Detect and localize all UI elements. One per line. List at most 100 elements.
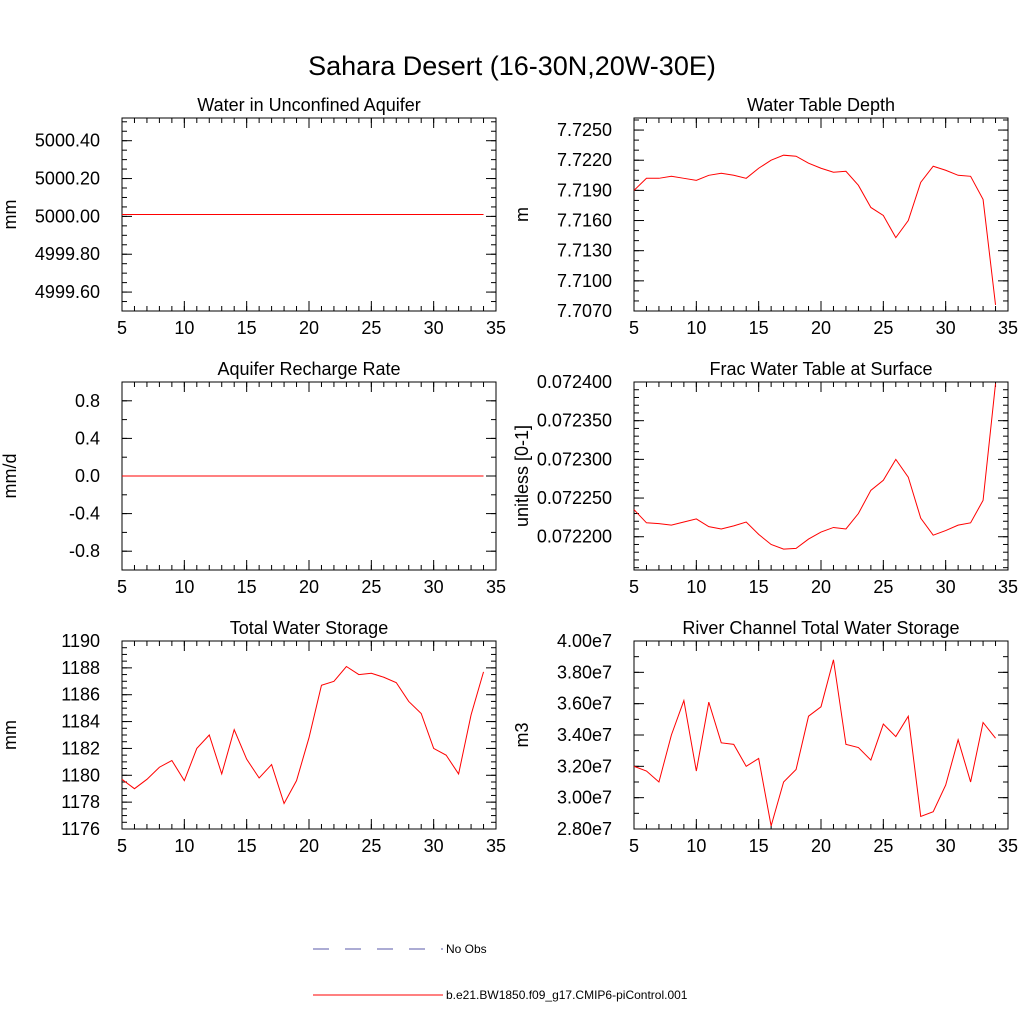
series-line-1 — [633, 659, 996, 827]
x-tick-label: 25 — [873, 318, 893, 338]
x-tick-label: 30 — [936, 577, 956, 597]
x-tick-label: 25 — [873, 836, 893, 856]
y-tick-label: 3.40e7 — [557, 725, 612, 745]
chart-panel-4: Frac Water Table at Surface unitless [0-1… — [512, 359, 1018, 597]
x-tick-label: 30 — [424, 836, 444, 856]
legend-label-no-obs: No Obs — [446, 942, 487, 956]
x-tick-label: 35 — [998, 577, 1018, 597]
y-tick-label: 0.072300 — [537, 449, 612, 469]
y-tick-label: -0.4 — [69, 504, 100, 524]
chart-title: Water Table Depth — [747, 95, 895, 115]
y-tick-label: 4999.60 — [35, 282, 100, 302]
y-tick-label: 4999.80 — [35, 244, 100, 264]
y-tick-label: 4.00e7 — [557, 631, 612, 651]
y-tick-label: 7.7130 — [557, 241, 612, 261]
x-tick-label: 30 — [936, 318, 956, 338]
y-axis-label: mm — [0, 200, 20, 230]
x-tick-label: 15 — [237, 577, 257, 597]
y-tick-label: 1176 — [61, 819, 100, 839]
chart-title: Frac Water Table at Surface — [709, 359, 932, 379]
chart-panel-5: Total Water Storage mm 5 10 15 20 25 30 35 1176 11… — [0, 618, 506, 856]
chart-panel-2: Water Table Depth m 5 10 15 20 25 30 35 7.7070 7.7… — [512, 95, 1018, 338]
x-tick-label: 15 — [237, 318, 257, 338]
x-tick-label: 5 — [117, 577, 127, 597]
x-tick-label: 10 — [174, 318, 194, 338]
y-tick-label: 0.072200 — [537, 527, 612, 547]
chart-title: Water in Unconfined Aquifer — [197, 95, 420, 115]
x-tick-label: 20 — [299, 836, 319, 856]
x-tick-label: 20 — [811, 836, 831, 856]
x-tick-label: 25 — [361, 836, 381, 856]
y-tick-label: 3.00e7 — [557, 788, 612, 808]
y-tick-label: 0.0 — [75, 466, 100, 486]
x-tick-label: 15 — [237, 836, 257, 856]
y-tick-label: 0.072250 — [537, 488, 612, 508]
x-tick-label: 35 — [486, 577, 506, 597]
y-tick-label: 1178 — [61, 792, 100, 812]
y-tick-label: 7.7070 — [557, 301, 612, 321]
y-tick-label: 1186 — [61, 685, 100, 705]
y-tick-label: 7.7250 — [557, 120, 612, 140]
y-axis-label: m3 — [512, 722, 532, 747]
y-axis-label: m — [512, 207, 532, 222]
x-tick-label: 25 — [361, 577, 381, 597]
x-tick-label: 20 — [299, 577, 319, 597]
y-tick-label: 7.7160 — [557, 211, 612, 231]
chart-title: Aquifer Recharge Rate — [217, 359, 400, 379]
y-tick-label: -0.8 — [69, 541, 100, 561]
y-tick-label: 7.7100 — [557, 271, 612, 291]
y-tick-label: 0.072350 — [537, 411, 612, 431]
x-tick-label: 20 — [299, 318, 319, 338]
y-tick-label: 1180 — [61, 765, 100, 785]
y-tick-label: 0.072400 — [537, 372, 612, 392]
y-tick-label: 5000.00 — [35, 206, 100, 226]
x-tick-label: 15 — [749, 577, 769, 597]
legend: No Obs b.e21.BW1850.f09_g17.CMIP6-piCont… — [313, 942, 688, 1002]
x-tick-label: 5 — [117, 318, 127, 338]
y-tick-label: 7.7190 — [557, 180, 612, 200]
x-tick-label: 35 — [998, 836, 1018, 856]
y-tick-label: 3.60e7 — [557, 694, 612, 714]
series-line-1 — [633, 154, 997, 306]
x-tick-label: 10 — [174, 577, 194, 597]
x-tick-label: 15 — [749, 318, 769, 338]
x-tick-label: 25 — [873, 577, 893, 597]
x-tick-label: 35 — [998, 318, 1018, 338]
y-tick-label: 1190 — [61, 631, 100, 651]
y-axis-label: mm/d — [0, 454, 20, 499]
x-tick-label: 30 — [424, 577, 444, 597]
series-line-1 — [633, 383, 997, 550]
x-tick-label: 15 — [749, 836, 769, 856]
y-tick-label: 3.80e7 — [557, 662, 612, 682]
x-tick-label: 35 — [486, 318, 506, 338]
series-line-1 — [121, 665, 485, 805]
y-tick-label: 1182 — [61, 738, 100, 758]
x-tick-label: 20 — [811, 577, 831, 597]
chart-panels: Water in Unconfined Aquifer mm 5 10 15 20 25 30… — [0, 95, 1018, 856]
x-tick-label: 30 — [424, 318, 444, 338]
x-tick-label: 20 — [811, 318, 831, 338]
x-tick-label: 30 — [936, 836, 956, 856]
x-tick-label: 10 — [174, 836, 194, 856]
x-tick-label: 5 — [629, 836, 639, 856]
chart-panel-3: Aquifer Recharge Rate mm/d 5 10 15 20 25 30 35 -0… — [0, 359, 506, 597]
y-tick-label: 2.80e7 — [557, 819, 612, 839]
x-tick-label: 25 — [361, 318, 381, 338]
y-tick-label: 1184 — [61, 712, 100, 732]
y-tick-label: 7.7220 — [557, 150, 612, 170]
y-tick-label: 5000.20 — [35, 169, 100, 189]
x-tick-label: 10 — [686, 577, 706, 597]
legend-label-model: b.e21.BW1850.f09_g17.CMIP6-piControl.001 — [446, 988, 688, 1002]
x-tick-label: 5 — [117, 836, 127, 856]
y-tick-label: 0.8 — [75, 391, 100, 411]
x-tick-label: 5 — [629, 318, 639, 338]
chart-title: River Channel Total Water Storage — [682, 618, 959, 638]
y-axis-label: mm — [0, 720, 20, 750]
y-tick-label: 3.20e7 — [557, 756, 612, 776]
chart-title: Total Water Storage — [230, 618, 388, 638]
y-tick-label: 5000.40 — [35, 131, 100, 151]
y-axis-label: unitless [0-1] — [512, 425, 532, 527]
chart-panel-1: Water in Unconfined Aquifer mm 5 10 15 20 25 30… — [0, 95, 506, 338]
x-tick-label: 10 — [686, 836, 706, 856]
